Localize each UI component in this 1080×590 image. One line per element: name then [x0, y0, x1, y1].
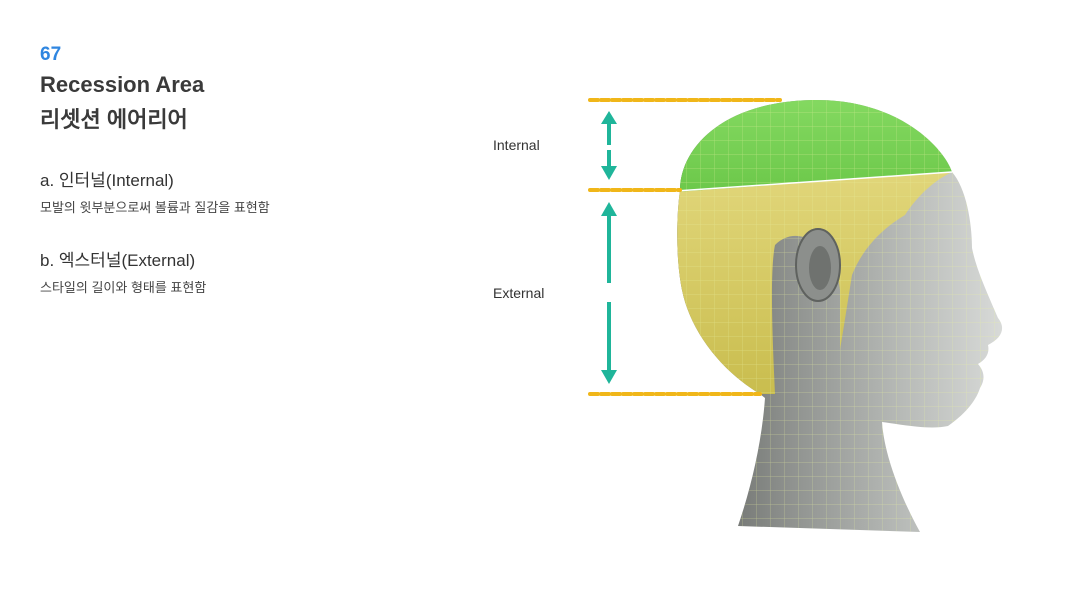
- section-external-description: 스타일의 길이와 형태를 표현함: [40, 280, 207, 295]
- internal-arrow: [601, 111, 617, 180]
- page-title-english: Recession Area: [40, 72, 205, 97]
- label-internal: Internal: [493, 137, 540, 153]
- label-external: External: [493, 285, 545, 301]
- section-internal-description: 모발의 윗부분으로써 볼륨과 질감을 표현함: [40, 200, 270, 215]
- page-title-korean: 리셋션 에어리어: [40, 107, 188, 132]
- zone-boundary: [675, 171, 953, 192]
- section-external-title: b. 엑스터널(External): [40, 251, 196, 270]
- page-number: 67: [40, 44, 62, 65]
- section-internal-title: a. 인터널(Internal): [40, 171, 174, 190]
- external-arrow: [601, 202, 617, 384]
